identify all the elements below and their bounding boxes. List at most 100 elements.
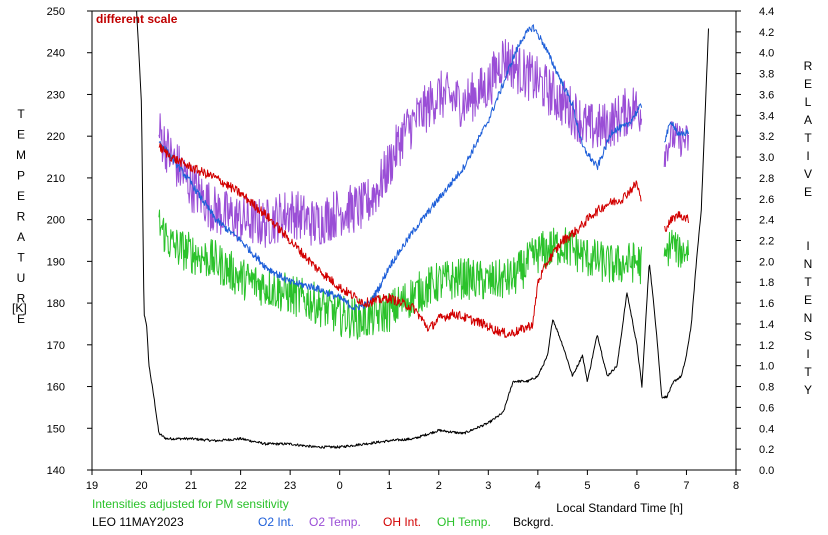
x-axis: 19 20 21 22 23 0 1 2 3 4 5 6 7 8 xyxy=(86,470,739,492)
y-right-tick-label: 0.2 xyxy=(759,444,774,456)
y-right-tick-label: 4.2 xyxy=(759,27,774,39)
y-right-tick-label: 0.8 xyxy=(759,382,774,394)
legend-item-o2-temp: O2 Temp. xyxy=(309,515,361,529)
y-right-tick-label: 0.0 xyxy=(759,465,774,477)
y-axis-left: 140 150 160 170 180 190 200 210 220 230 240 250 xyxy=(47,6,92,477)
y-left-label-letter: U xyxy=(17,271,26,285)
y-right-label-letter: R xyxy=(804,59,813,73)
chart-title: LEO 11MAY2023 xyxy=(92,515,184,529)
legend-item-bckgrd: Bckgrd. xyxy=(513,515,554,529)
y-left-tick-label: 210 xyxy=(47,173,65,185)
series-line-o2-temp-late xyxy=(663,121,689,168)
y-left-tick-label: 140 xyxy=(47,465,65,477)
y-right-tick-label: 1.2 xyxy=(759,340,774,352)
y-right-label-letter: T xyxy=(804,365,812,379)
series-line-oh-int-late xyxy=(663,211,689,232)
y-right-tick-label: 2.8 xyxy=(759,173,774,185)
x-tick-label: 22 xyxy=(234,480,246,492)
y-right-label-letter: I xyxy=(806,239,809,253)
y-axis-left-unit: [K] xyxy=(12,301,27,315)
x-tick-label: 3 xyxy=(485,480,491,492)
y-right-label-letter: E xyxy=(804,293,812,307)
y-right-tick-label: 1.6 xyxy=(759,298,774,310)
y-right-tick-label: 2.0 xyxy=(759,256,774,268)
y-left-tick-label: 240 xyxy=(47,48,65,60)
y-right-tick-label: 2.6 xyxy=(759,194,774,206)
y-right-tick-label: 2.4 xyxy=(759,215,774,227)
legend: O2 Int. O2 Temp. OH Int. OH Temp. Bckgrd. xyxy=(258,515,554,529)
legend-item-o2-int: O2 Int. xyxy=(258,515,294,529)
legend-item-oh-temp: OH Temp. xyxy=(437,515,491,529)
x-tick-label: 19 xyxy=(86,480,98,492)
y-right-tick-label: 3.4 xyxy=(759,110,774,122)
y-left-label-letter: T xyxy=(17,107,25,121)
x-tick-label: 6 xyxy=(634,480,640,492)
series-line-o2-int xyxy=(158,24,643,311)
series-line-bckgrd xyxy=(136,10,709,449)
y-left-tick-label: 190 xyxy=(47,256,65,268)
x-tick-label: 4 xyxy=(535,480,541,492)
y-right-label-letter: V xyxy=(804,167,812,181)
legend-item-oh-int: OH Int. xyxy=(383,515,421,529)
y-left-label-letter: A xyxy=(17,230,25,244)
y-left-label-letter: E xyxy=(17,128,25,142)
y-right-label-letter: Y xyxy=(804,383,812,397)
y-right-tick-label: 4.4 xyxy=(759,6,774,18)
y-left-label-letter: R xyxy=(17,292,26,306)
y-right-tick-label: 0.4 xyxy=(759,423,774,435)
y-right-tick-label: 3.0 xyxy=(759,152,774,164)
y-left-label-letter: T xyxy=(17,251,25,265)
y-right-tick-label: 3.6 xyxy=(759,89,774,101)
y-right-label-letter: S xyxy=(804,329,812,343)
series-line-oh-temp xyxy=(158,209,643,340)
y-right-label-letter: A xyxy=(804,113,812,127)
y-right-label-letter: I xyxy=(806,347,809,361)
y-right-tick-label: 3.8 xyxy=(759,69,774,81)
y-left-label-letter: E xyxy=(17,312,25,326)
y-right-tick-label: 1.0 xyxy=(759,361,774,373)
y-right-tick-label: 4.0 xyxy=(759,48,774,60)
y-right-label-letter: L xyxy=(805,95,812,109)
x-tick-label: 23 xyxy=(284,480,296,492)
x-tick-label: 21 xyxy=(185,480,197,492)
scale-note: different scale xyxy=(96,12,178,26)
x-tick-label: 20 xyxy=(135,480,147,492)
sensitivity-note: Intensities adjusted for PM sensitivity xyxy=(92,497,289,511)
y-right-label-letter: N xyxy=(804,311,813,325)
x-tick-label: 2 xyxy=(436,480,442,492)
y-left-tick-label: 250 xyxy=(47,6,65,18)
y-right-tick-label: 3.2 xyxy=(759,131,774,143)
y-right-tick-label: 1.8 xyxy=(759,277,774,289)
y-left-tick-label: 160 xyxy=(47,382,65,394)
x-axis-label: Local Standard Time [h] xyxy=(556,501,683,515)
x-tick-label: 0 xyxy=(337,480,343,492)
y-left-tick-label: 220 xyxy=(47,131,65,143)
y-left-tick-label: 150 xyxy=(47,423,65,435)
y-left-tick-label: 200 xyxy=(47,215,65,227)
x-tick-label: 8 xyxy=(733,480,739,492)
series-line-o2-int-late xyxy=(663,121,689,143)
y-right-label-letter: T xyxy=(804,131,812,145)
series-line-oh-int xyxy=(158,142,642,338)
y-right-tick-label: 0.6 xyxy=(759,402,774,414)
series-lines xyxy=(136,10,709,449)
y-left-label-letter: P xyxy=(17,169,25,183)
y-left-tick-label: 180 xyxy=(47,298,65,310)
y-right-label-letter: E xyxy=(804,77,812,91)
y-left-label-letter: M xyxy=(16,148,26,162)
y-right-label-letter: I xyxy=(806,149,809,163)
series-line-o2-temp xyxy=(158,39,643,248)
y-left-label-letter: E xyxy=(17,189,25,203)
y-right-label-letter: E xyxy=(804,185,812,199)
y-right-tick-label: 2.2 xyxy=(759,236,774,248)
y-left-tick-label: 230 xyxy=(47,89,65,101)
y-left-tick-label: 170 xyxy=(47,340,65,352)
y-right-tick-label: 1.4 xyxy=(759,319,774,331)
y-left-label-letter: R xyxy=(17,210,26,224)
y-right-label-letter: N xyxy=(804,257,813,271)
y-right-label-letter: T xyxy=(804,275,812,289)
x-tick-label: 7 xyxy=(683,480,689,492)
